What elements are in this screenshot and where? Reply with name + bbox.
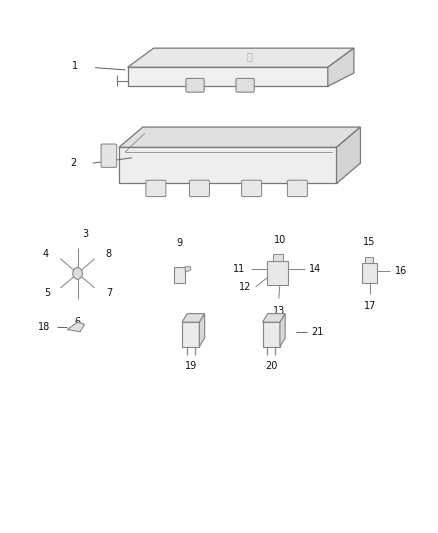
- Text: 7: 7: [106, 288, 112, 298]
- Text: 19: 19: [184, 361, 197, 372]
- Polygon shape: [67, 322, 85, 332]
- Text: 13: 13: [273, 306, 285, 316]
- Polygon shape: [328, 48, 354, 86]
- Polygon shape: [262, 322, 280, 346]
- Text: 6: 6: [74, 317, 81, 327]
- Text: 20: 20: [265, 361, 277, 372]
- Text: 18: 18: [38, 322, 50, 332]
- Polygon shape: [174, 266, 185, 284]
- Polygon shape: [199, 313, 205, 346]
- Polygon shape: [182, 313, 205, 322]
- FancyBboxPatch shape: [146, 180, 166, 197]
- Circle shape: [73, 268, 82, 279]
- Polygon shape: [262, 313, 285, 322]
- Text: 9: 9: [177, 238, 183, 248]
- Polygon shape: [119, 147, 336, 183]
- Text: 10: 10: [274, 235, 286, 245]
- Text: 21: 21: [311, 327, 324, 337]
- Polygon shape: [267, 261, 288, 285]
- FancyBboxPatch shape: [236, 78, 254, 92]
- FancyBboxPatch shape: [101, 144, 117, 167]
- Polygon shape: [272, 254, 283, 261]
- Text: 8: 8: [105, 249, 111, 259]
- Polygon shape: [182, 322, 199, 346]
- Polygon shape: [336, 127, 360, 183]
- Text: 16: 16: [395, 266, 407, 276]
- FancyBboxPatch shape: [287, 180, 307, 197]
- Text: 4: 4: [43, 249, 49, 259]
- Polygon shape: [280, 313, 285, 346]
- Polygon shape: [127, 67, 328, 86]
- FancyBboxPatch shape: [189, 180, 209, 197]
- Text: 5: 5: [44, 288, 50, 298]
- Text: 1: 1: [72, 61, 78, 71]
- Text: 3: 3: [82, 230, 88, 239]
- Polygon shape: [119, 127, 360, 147]
- Polygon shape: [365, 257, 373, 263]
- Polygon shape: [127, 48, 354, 67]
- FancyBboxPatch shape: [186, 78, 204, 92]
- Text: 17: 17: [364, 302, 376, 311]
- Text: 11: 11: [233, 264, 246, 274]
- Text: 12: 12: [239, 282, 251, 292]
- Text: 15: 15: [363, 237, 375, 247]
- FancyBboxPatch shape: [242, 180, 261, 197]
- Polygon shape: [185, 266, 191, 272]
- Polygon shape: [362, 263, 377, 283]
- Text: 2: 2: [70, 158, 76, 168]
- Text: 14: 14: [309, 264, 321, 274]
- Text: ⟐: ⟐: [247, 52, 252, 61]
